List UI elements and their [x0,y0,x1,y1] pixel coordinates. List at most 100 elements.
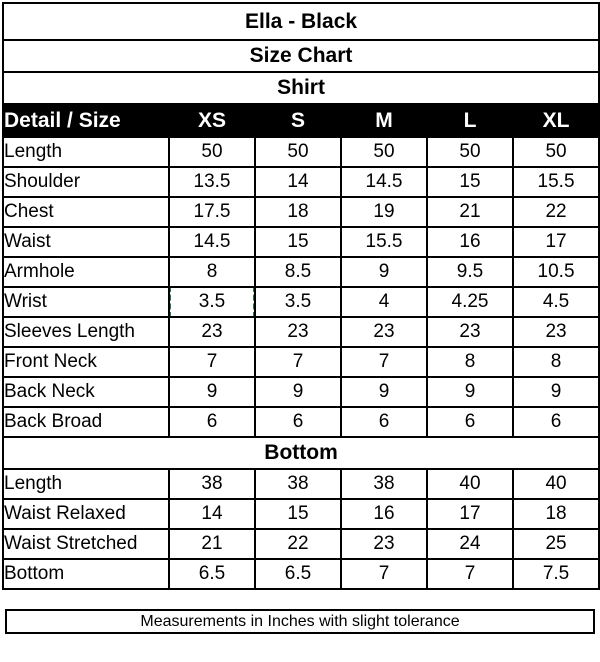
row-label: Chest [2,196,170,228]
table-row: Front Neck 7 7 7 8 8 [2,346,600,378]
cell: 50 [511,136,600,168]
bottom-section-title: Bottom [1,436,600,470]
cell: 7 [426,558,514,590]
product-title-row: Ella - Black [1,2,600,41]
cell: 25 [511,528,600,560]
cell: 15.5 [511,166,600,198]
shirt-section-header-row: Shirt [1,71,600,105]
cell: 14 [254,166,342,198]
cell: 7 [168,346,256,378]
table-row: Waist Stretched 21 22 23 24 25 [2,528,600,560]
cell: 6 [254,406,342,438]
row-label: Back Neck [2,376,170,408]
size-header-l: L [426,103,514,138]
cell: 23 [340,528,428,560]
cell: 6 [168,406,256,438]
cell: 23 [511,316,600,348]
cell: 4.5 [511,286,600,318]
size-chart-table: Ella - Black Size Chart Shirt Detail / S… [1,2,600,590]
size-header-xl: XL [511,103,600,138]
cell: 15.5 [340,226,428,258]
cell: 17 [426,498,514,530]
chart-title: Size Chart [1,39,600,73]
cell: 38 [168,468,256,500]
cell: 6.5 [254,558,342,590]
detail-size-header: Detail / Size [2,103,170,138]
cell: 14.5 [168,226,256,258]
cell: 23 [426,316,514,348]
table-row: Waist 14.5 15 15.5 16 17 [2,226,600,258]
cell: 40 [511,468,600,500]
row-label: Back Broad [2,406,170,438]
table-row: Armhole 8 8.5 9 9.5 10.5 [2,256,600,288]
cell: 8.5 [254,256,342,288]
cell: 17.5 [168,196,256,228]
cell: 21 [426,196,514,228]
table-row: Sleeves Length 23 23 23 23 23 [2,316,600,348]
table-row: Shoulder 13.5 14 14.5 15 15.5 [2,166,600,198]
cell: 4.25 [426,286,514,318]
table-row: Chest 17.5 18 19 21 22 [2,196,600,228]
cell: 14 [168,498,256,530]
table-row: Length 50 50 50 50 50 [2,136,600,168]
cell: 18 [254,196,342,228]
cell: 6 [340,406,428,438]
size-header-m: M [340,103,428,138]
cell: 16 [426,226,514,258]
cell: 50 [340,136,428,168]
row-label: Shoulder [2,166,170,198]
cell: 7.5 [511,558,600,590]
cell: 8 [511,346,600,378]
chart-title-row: Size Chart [1,39,600,73]
cell: 24 [426,528,514,560]
table-row: Bottom 6.5 6.5 7 7 7.5 [2,558,600,590]
cell: 10.5 [511,256,600,288]
cell: 9 [168,376,256,408]
cell: 9 [340,376,428,408]
cell: 15 [254,498,342,530]
cell: 22 [511,196,600,228]
shirt-section-title: Shirt [1,71,600,105]
table-row: Waist Relaxed 14 15 16 17 18 [2,498,600,530]
size-chart-page: Ella - Black Size Chart Shirt Detail / S… [1,2,600,634]
cell: 13.5 [168,166,256,198]
size-header-s: S [254,103,342,138]
cell: 6 [511,406,600,438]
cell: 50 [168,136,256,168]
cell: 3.5 [254,286,342,318]
cell: 18 [511,498,600,530]
table-row: Length 38 38 38 40 40 [2,468,600,500]
cell: 50 [426,136,514,168]
cell: 16 [340,498,428,530]
cell: 8 [168,256,256,288]
cell: 9 [254,376,342,408]
table-row: Back Broad 6 6 6 6 6 [2,406,600,438]
column-header-row: Detail / Size XS S M L XL [2,103,600,138]
table-row: Wrist 3.5 3.5 4 4.25 4.5 [2,286,600,318]
highlighted-cell: 3.5 [168,286,256,318]
row-label: Wrist [2,286,170,318]
cell: 6.5 [168,558,256,590]
cell: 7 [254,346,342,378]
row-label: Length [2,136,170,168]
cell: 21 [168,528,256,560]
row-label: Waist [2,226,170,258]
cell: 7 [340,558,428,590]
cell: 50 [254,136,342,168]
cell: 23 [254,316,342,348]
row-label: Waist Relaxed [2,498,170,530]
product-title: Ella - Black [1,2,600,41]
row-label: Sleeves Length [2,316,170,348]
row-label: Waist Stretched [2,528,170,560]
cell: 22 [254,528,342,560]
cell: 8 [426,346,514,378]
tolerance-note: Measurements in Inches with slight toler… [5,609,595,634]
cell: 19 [340,196,428,228]
cell: 23 [340,316,428,348]
cell: 40 [426,468,514,500]
cell: 38 [254,468,342,500]
row-label: Front Neck [2,346,170,378]
cell: 9.5 [426,256,514,288]
cell: 15 [426,166,514,198]
cell: 17 [511,226,600,258]
